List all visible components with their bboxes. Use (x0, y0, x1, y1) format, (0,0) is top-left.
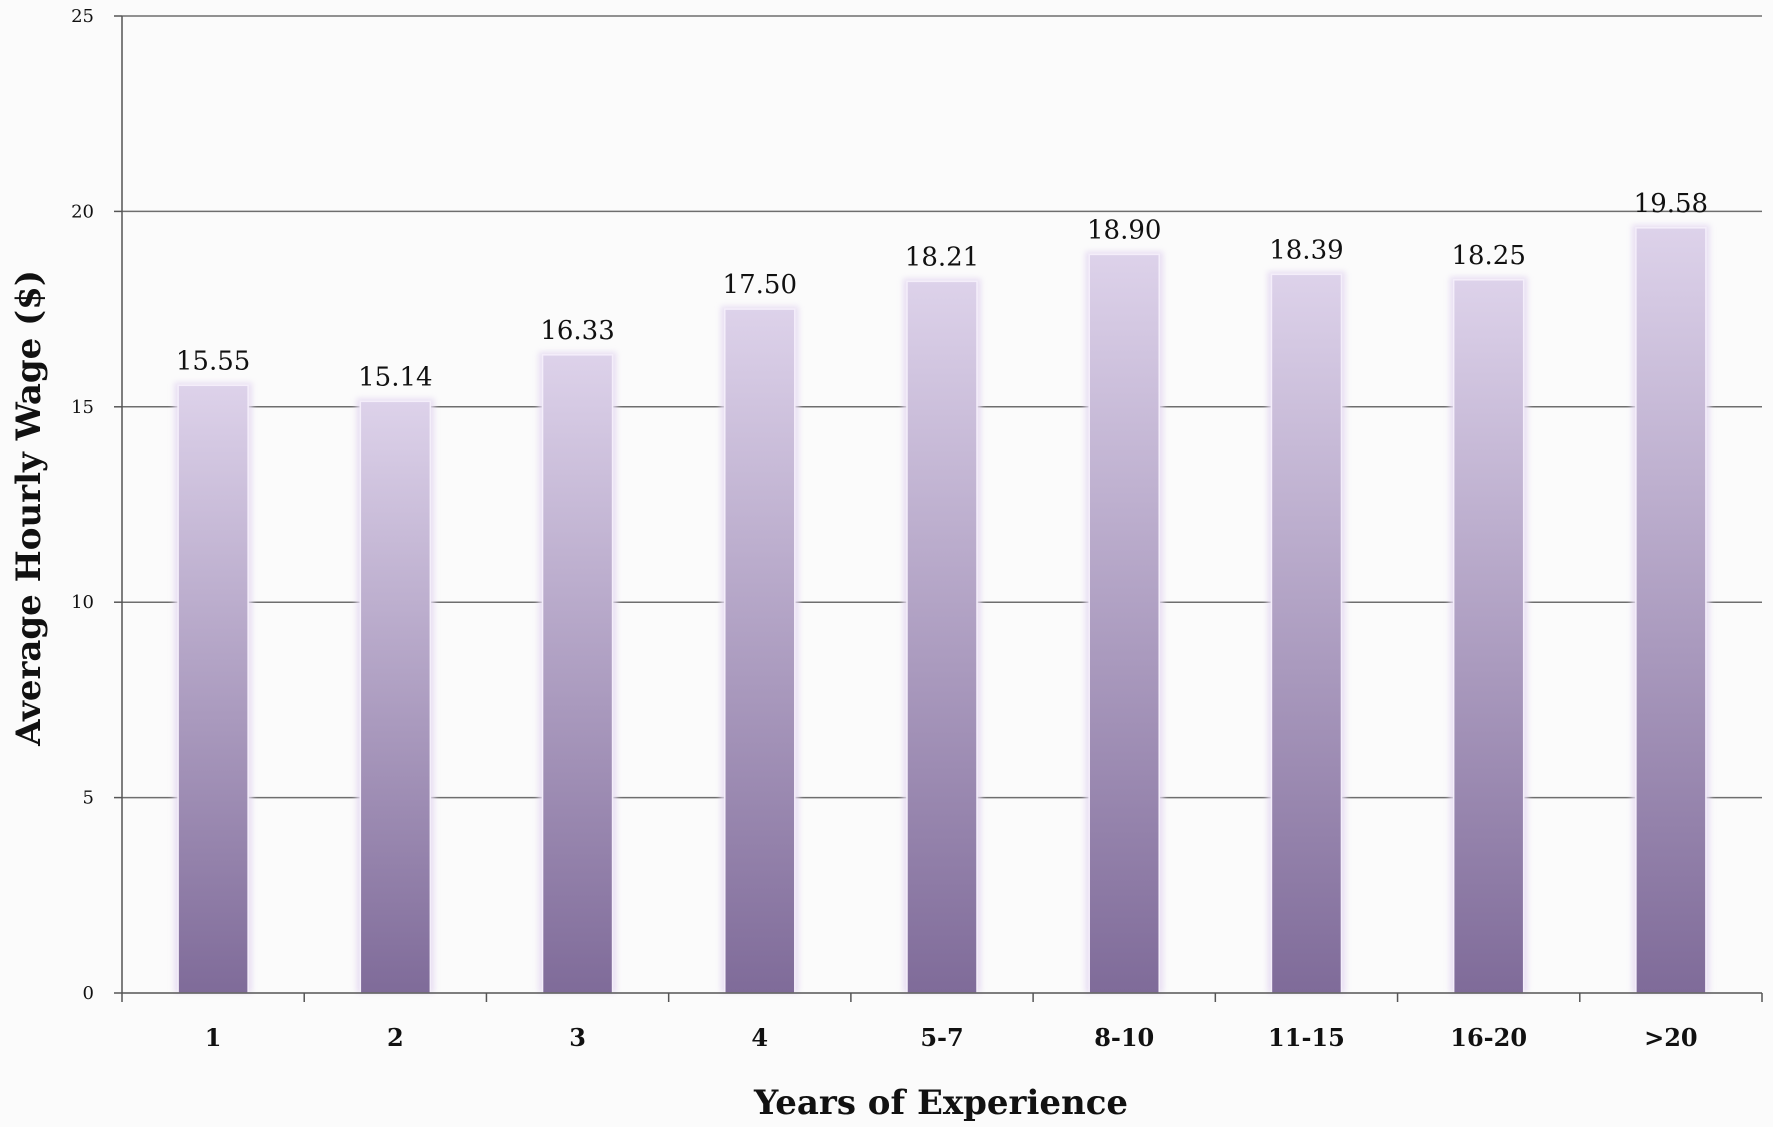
x-tick-label: 16-20 (1450, 1023, 1527, 1052)
data-label: 18.21 (905, 242, 979, 272)
bar-3 (541, 354, 614, 994)
data-label: 15.55 (176, 346, 250, 376)
x-tick-label: 3 (569, 1023, 586, 1052)
y-tick-label: 5 (83, 788, 94, 809)
x-axis-title: Years of Experience (753, 1083, 1128, 1123)
y-tick-label: 10 (71, 592, 94, 613)
x-tick-label: 1 (205, 1023, 222, 1052)
labels: 0 5 10 15 20 25 15.55 1 15.14 2 16.33 3 17.50 4 18.21 5… (71, 6, 1708, 1052)
x-tick-label: >20 (1644, 1023, 1698, 1052)
data-label: 16.33 (540, 316, 614, 346)
x-tick-label: 2 (387, 1023, 404, 1052)
bar-5-7 (906, 280, 978, 994)
bar->20 (1635, 227, 1707, 994)
bar-11-15 (1270, 273, 1343, 994)
data-label: 15.14 (358, 362, 432, 392)
axes (114, 15, 1763, 1002)
y-tick-label: 20 (71, 201, 94, 222)
y-tick-label: 0 (83, 983, 94, 1004)
x-tick-label: 5-7 (920, 1023, 963, 1052)
x-tick-label: 4 (751, 1023, 768, 1052)
bar-2 (359, 400, 432, 994)
bar-1 (177, 384, 249, 994)
bar-4 (724, 308, 796, 994)
y-tick-label: 15 (71, 397, 94, 418)
x-tick-label: 11-15 (1268, 1023, 1345, 1052)
y-axis-title: Average Hourly Wage ($) (9, 270, 49, 747)
x-tick-label: 8-10 (1094, 1023, 1154, 1052)
data-label: 18.90 (1087, 215, 1161, 245)
bar-16-20 (1452, 279, 1525, 994)
data-label: 17.50 (723, 270, 797, 300)
bar-8-10 (1088, 253, 1160, 994)
bars (174, 224, 1710, 994)
y-tick-label: 25 (71, 6, 94, 27)
data-label: 18.25 (1451, 241, 1525, 271)
data-label: 19.58 (1634, 189, 1708, 219)
data-label: 18.39 (1269, 235, 1343, 265)
